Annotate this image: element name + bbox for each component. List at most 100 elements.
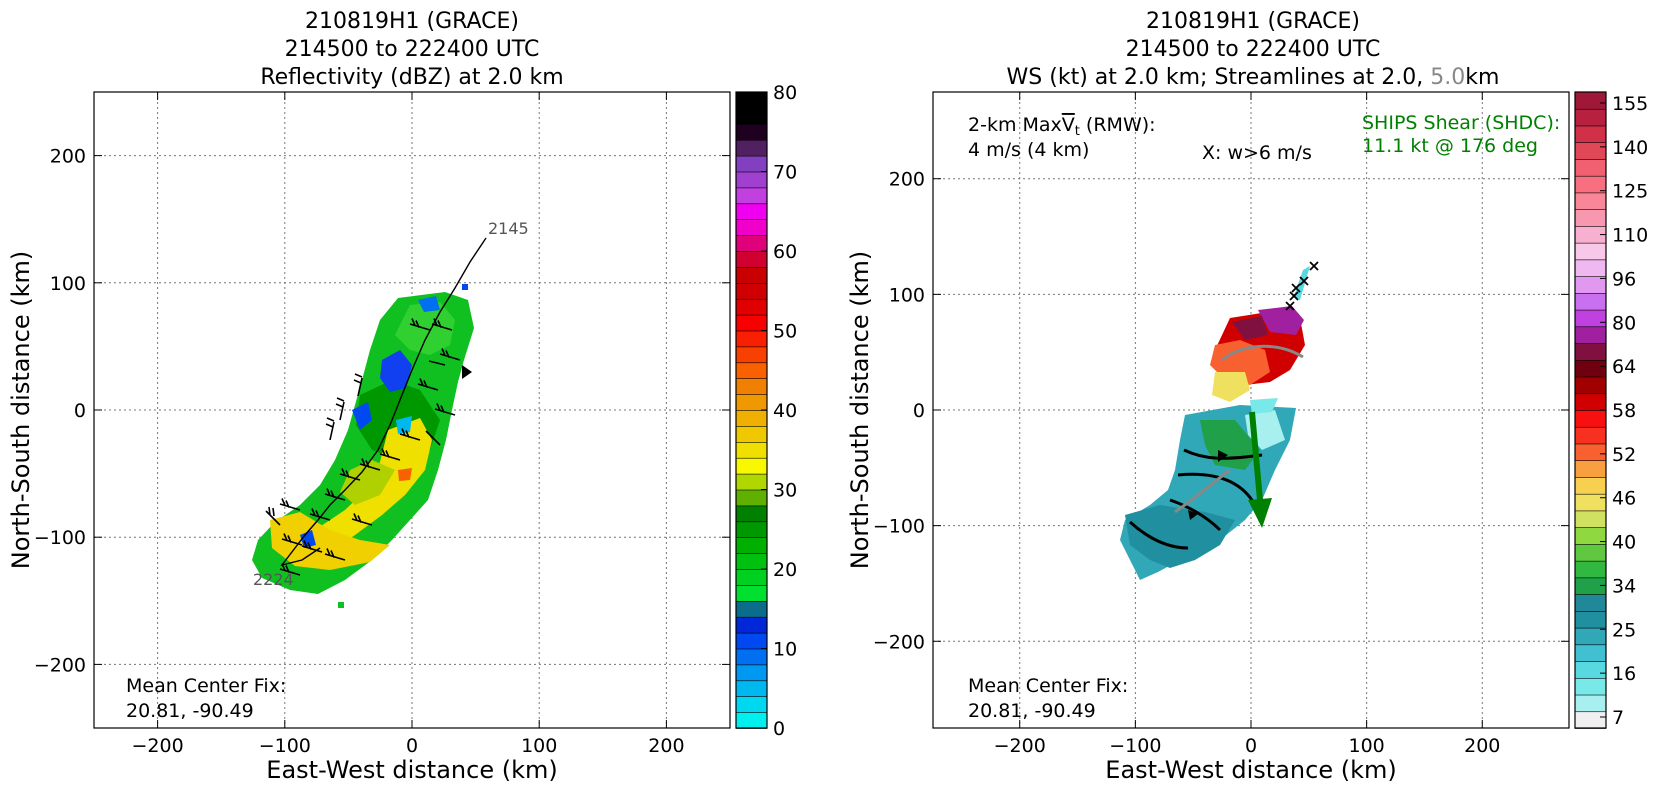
updraft-markers (1285, 261, 1319, 311)
echo-blue-patch-3 (418, 296, 440, 312)
colorbar-tick-label: 40 (773, 400, 797, 422)
y-tick-label: −200 (34, 654, 86, 676)
colorbar-segment (735, 361, 768, 379)
shear-vector (1248, 411, 1272, 528)
colorbar-tick-label: 110 (1612, 225, 1648, 247)
echo-yellow-band-2 (270, 512, 390, 570)
streamline-4 (1128, 520, 1189, 550)
colorbar-segment (735, 409, 768, 427)
colorbar-segment (735, 473, 768, 491)
left-title-line3: Reflectivity (dBZ) at 2.0 km (260, 65, 563, 90)
colorbar-tick-label: 64 (1612, 356, 1636, 378)
colorbar-segment (1574, 91, 1607, 110)
colorbar-segment (735, 123, 768, 141)
colorbar-segment (735, 568, 768, 586)
echo-cyan-patch (396, 416, 412, 434)
streamlines (1128, 344, 1304, 550)
streamline-3 (1169, 498, 1222, 532)
y-tick-label: 0 (913, 400, 925, 422)
colorbar-segment (735, 155, 768, 173)
colorbar-tick-label: 70 (773, 162, 797, 184)
colorbar-segment (1574, 610, 1607, 629)
colorbar-segment (1574, 560, 1607, 579)
colorbar-tick-label: 46 (1612, 488, 1636, 510)
colorbar-tick-label: 10 (773, 639, 797, 661)
colorbar-segment (1574, 242, 1607, 261)
colorbar-segment (1574, 593, 1607, 612)
reflectivity-colorbar: 0 10 20 30 40 50 60 70 80 (735, 82, 797, 740)
colorbar-segment (735, 107, 768, 125)
colorbar-segment (735, 314, 768, 332)
right-title-line3-part2: 5.0 (1430, 65, 1465, 90)
echo-isolated-cell (338, 602, 344, 608)
right-title-line3: WS (kt) at 2.0 km; Streamlines at 2.0, 5… (1007, 65, 1500, 90)
colorbar-segment (1574, 392, 1607, 411)
colorbar-segment (735, 616, 768, 634)
ws-maroon-patch (1232, 316, 1268, 340)
streamline-upper-gray (1221, 344, 1304, 362)
wind-barb-flag (462, 365, 472, 379)
colorbar-segment (1574, 376, 1607, 395)
colorbar-tick-label: 0 (773, 718, 785, 740)
colorbar-segment (1574, 359, 1607, 378)
colorbar-segment (1574, 459, 1607, 478)
right-center-fix-value: 20.81, -90.49 (968, 700, 1096, 722)
colorbar-segment (1574, 710, 1607, 729)
right-title-line2: 214500 to 222400 UTC (1126, 37, 1381, 62)
flight-track (280, 237, 487, 567)
track-end-label: 2224 (253, 570, 294, 589)
colorbar-tick-label: 52 (1612, 444, 1636, 466)
colorbar-segment (735, 330, 768, 348)
right-center-fix-label: Mean Center Fix: (968, 675, 1128, 697)
colorbar-tick-label: 60 (773, 241, 797, 263)
colorbar-segment (1574, 326, 1607, 344)
colorbar-segment (735, 664, 768, 682)
y-tick-label: 100 (889, 284, 925, 306)
colorbar-segment (735, 234, 768, 252)
reflectivity-panel: 210819H1 (GRACE) 214500 to 222400 UTC Re… (7, 9, 797, 784)
left-title-line1: 210819H1 (GRACE) (305, 9, 519, 34)
ws-purple-top (1258, 306, 1304, 335)
colorbar-segment (735, 584, 768, 602)
colorbar-segment (1574, 192, 1607, 210)
updraft-legend: X: w>6 m/s (1202, 142, 1312, 164)
y-tick-label: 200 (889, 169, 925, 191)
flight-track-line (280, 237, 487, 567)
colorbar-segment (1574, 493, 1607, 512)
colorbar-segment (735, 457, 768, 475)
x-tick-label: 100 (521, 735, 557, 757)
colorbar-tick-label: 80 (773, 82, 797, 104)
colorbar-segment (1574, 476, 1607, 495)
streamline-1 (1183, 448, 1263, 460)
shear-arrow-head (1248, 498, 1272, 528)
right-title-line1: 210819H1 (GRACE) (1146, 9, 1360, 34)
wind-speed-colorbar: 7 16 25 34 40 46 52 58 64 80 96 110 125 140 155 (1574, 91, 1648, 729)
left-x-axis-label: East-West distance (km) (266, 756, 557, 784)
y-tick-label: −200 (873, 631, 925, 653)
x-tick-label: −100 (1109, 735, 1161, 757)
colorbar-segment (735, 441, 768, 459)
colorbar-segment (735, 298, 768, 316)
y-tick-label: 100 (50, 273, 86, 295)
reflectivity-echo-field (252, 284, 474, 608)
colorbar-segment (735, 218, 768, 236)
colorbar-segment (735, 139, 768, 157)
colorbar-segment (735, 679, 768, 697)
echo-blue-patch-4 (300, 530, 316, 548)
echo-blue-patch-2 (352, 402, 372, 430)
colorbar-segment (1574, 627, 1607, 646)
colorbar-segment (1574, 426, 1607, 445)
colorbar-segment (735, 600, 768, 618)
colorbar-segment (1574, 342, 1607, 361)
wind-barbs (265, 318, 461, 576)
colorbar-segment (735, 536, 768, 554)
shear-arrow-shaft (1249, 411, 1263, 501)
colorbar-segment (1574, 577, 1607, 595)
colorbar-segment (735, 632, 768, 650)
wind-speed-panel: 210819H1 (GRACE) 214500 to 222400 UTC WS… (846, 9, 1648, 784)
colorbar-tick-label: 50 (773, 321, 797, 343)
colorbar-segment (735, 346, 768, 364)
colorbar-segment (1574, 443, 1607, 462)
y-tick-label: −100 (873, 516, 925, 538)
colorbar-segment (735, 91, 768, 109)
